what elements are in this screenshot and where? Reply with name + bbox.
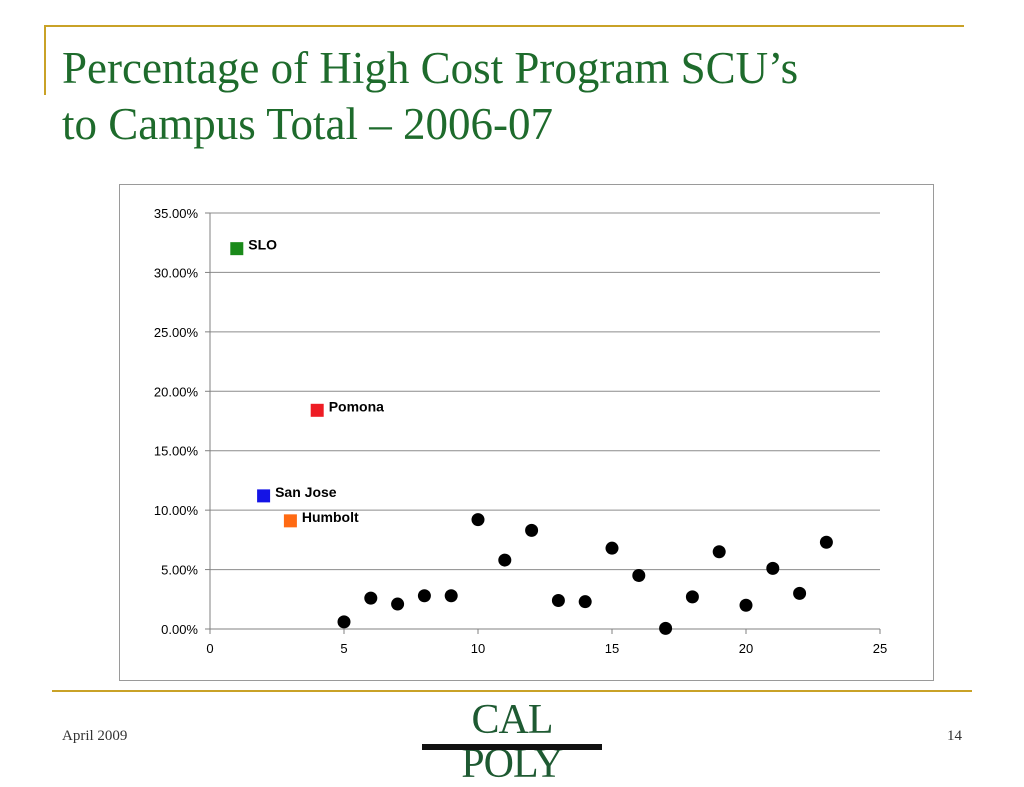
- data-point-humbolt: [283, 514, 297, 528]
- data-point: [739, 598, 753, 612]
- footer-date: April 2009: [62, 728, 128, 744]
- data-point: [444, 589, 458, 603]
- data-point: [525, 523, 539, 537]
- y-tick-label: 25.00%: [154, 325, 199, 340]
- data-label-pomona: Pomona: [329, 398, 384, 414]
- data-point: [766, 561, 780, 575]
- data-label-slo: SLO: [248, 237, 277, 253]
- logo-underline-bar: [422, 744, 602, 750]
- slide-title: Percentage of High Cost Program SCU’s to…: [62, 40, 962, 152]
- y-tick-label: 30.00%: [154, 265, 199, 280]
- data-point: [632, 569, 646, 583]
- data-point: [685, 590, 699, 604]
- data-point: [659, 621, 673, 635]
- data-point: [712, 545, 726, 559]
- data-label-humbolt: Humbolt: [302, 509, 359, 525]
- x-tick-label: 10: [471, 641, 485, 656]
- data-point: [605, 541, 619, 555]
- page-number: 14: [947, 728, 962, 744]
- data-point: [471, 513, 485, 527]
- data-point: [337, 615, 351, 629]
- slide-title-line-2: to Campus Total – 2006-07: [62, 99, 554, 149]
- cal-poly-logo: CAL POLY: [420, 698, 604, 786]
- data-point-pomona: [310, 403, 324, 417]
- data-point: [793, 586, 807, 600]
- data-point-slo: [230, 242, 244, 256]
- x-tick-label: 5: [340, 641, 347, 656]
- slide-title-line-1: Percentage of High Cost Program SCU’s: [62, 43, 799, 93]
- data-point: [551, 593, 565, 607]
- data-point: [391, 597, 405, 611]
- data-point: [819, 535, 833, 549]
- logo-wordmark: CAL POLY: [420, 698, 604, 786]
- y-tick-label: 20.00%: [154, 384, 199, 399]
- scatter-chart: 0.00% 5.00% 10.00% 15.00% 20.00% 25.00% 30.00%…: [154, 206, 887, 656]
- data-label-san-jose: San Jose: [275, 484, 337, 500]
- title-frame-left-rule: [44, 25, 46, 95]
- y-tick-label: 0.00%: [161, 622, 198, 637]
- x-tick-label: 20: [739, 641, 753, 656]
- x-tick-label: 15: [605, 641, 619, 656]
- x-tick-label: 25: [873, 641, 887, 656]
- y-tick-label: 10.00%: [154, 503, 199, 518]
- y-tick-label: 35.00%: [154, 206, 199, 221]
- data-point: [364, 591, 378, 605]
- title-frame-top-rule: [44, 25, 964, 27]
- data-point: [417, 589, 431, 603]
- data-point: [578, 595, 592, 609]
- chart-area: 0.00% 5.00% 10.00% 15.00% 20.00% 25.00% 30.00%…: [119, 184, 934, 681]
- data-point-san-jose: [257, 489, 271, 503]
- logo-text: CAL POLY: [461, 697, 563, 787]
- x-tick-label: 0: [206, 641, 213, 656]
- y-tick-label: 5.00%: [161, 563, 198, 578]
- data-point: [498, 553, 512, 567]
- footer-rule: [52, 690, 972, 692]
- y-tick-label: 15.00%: [154, 444, 199, 459]
